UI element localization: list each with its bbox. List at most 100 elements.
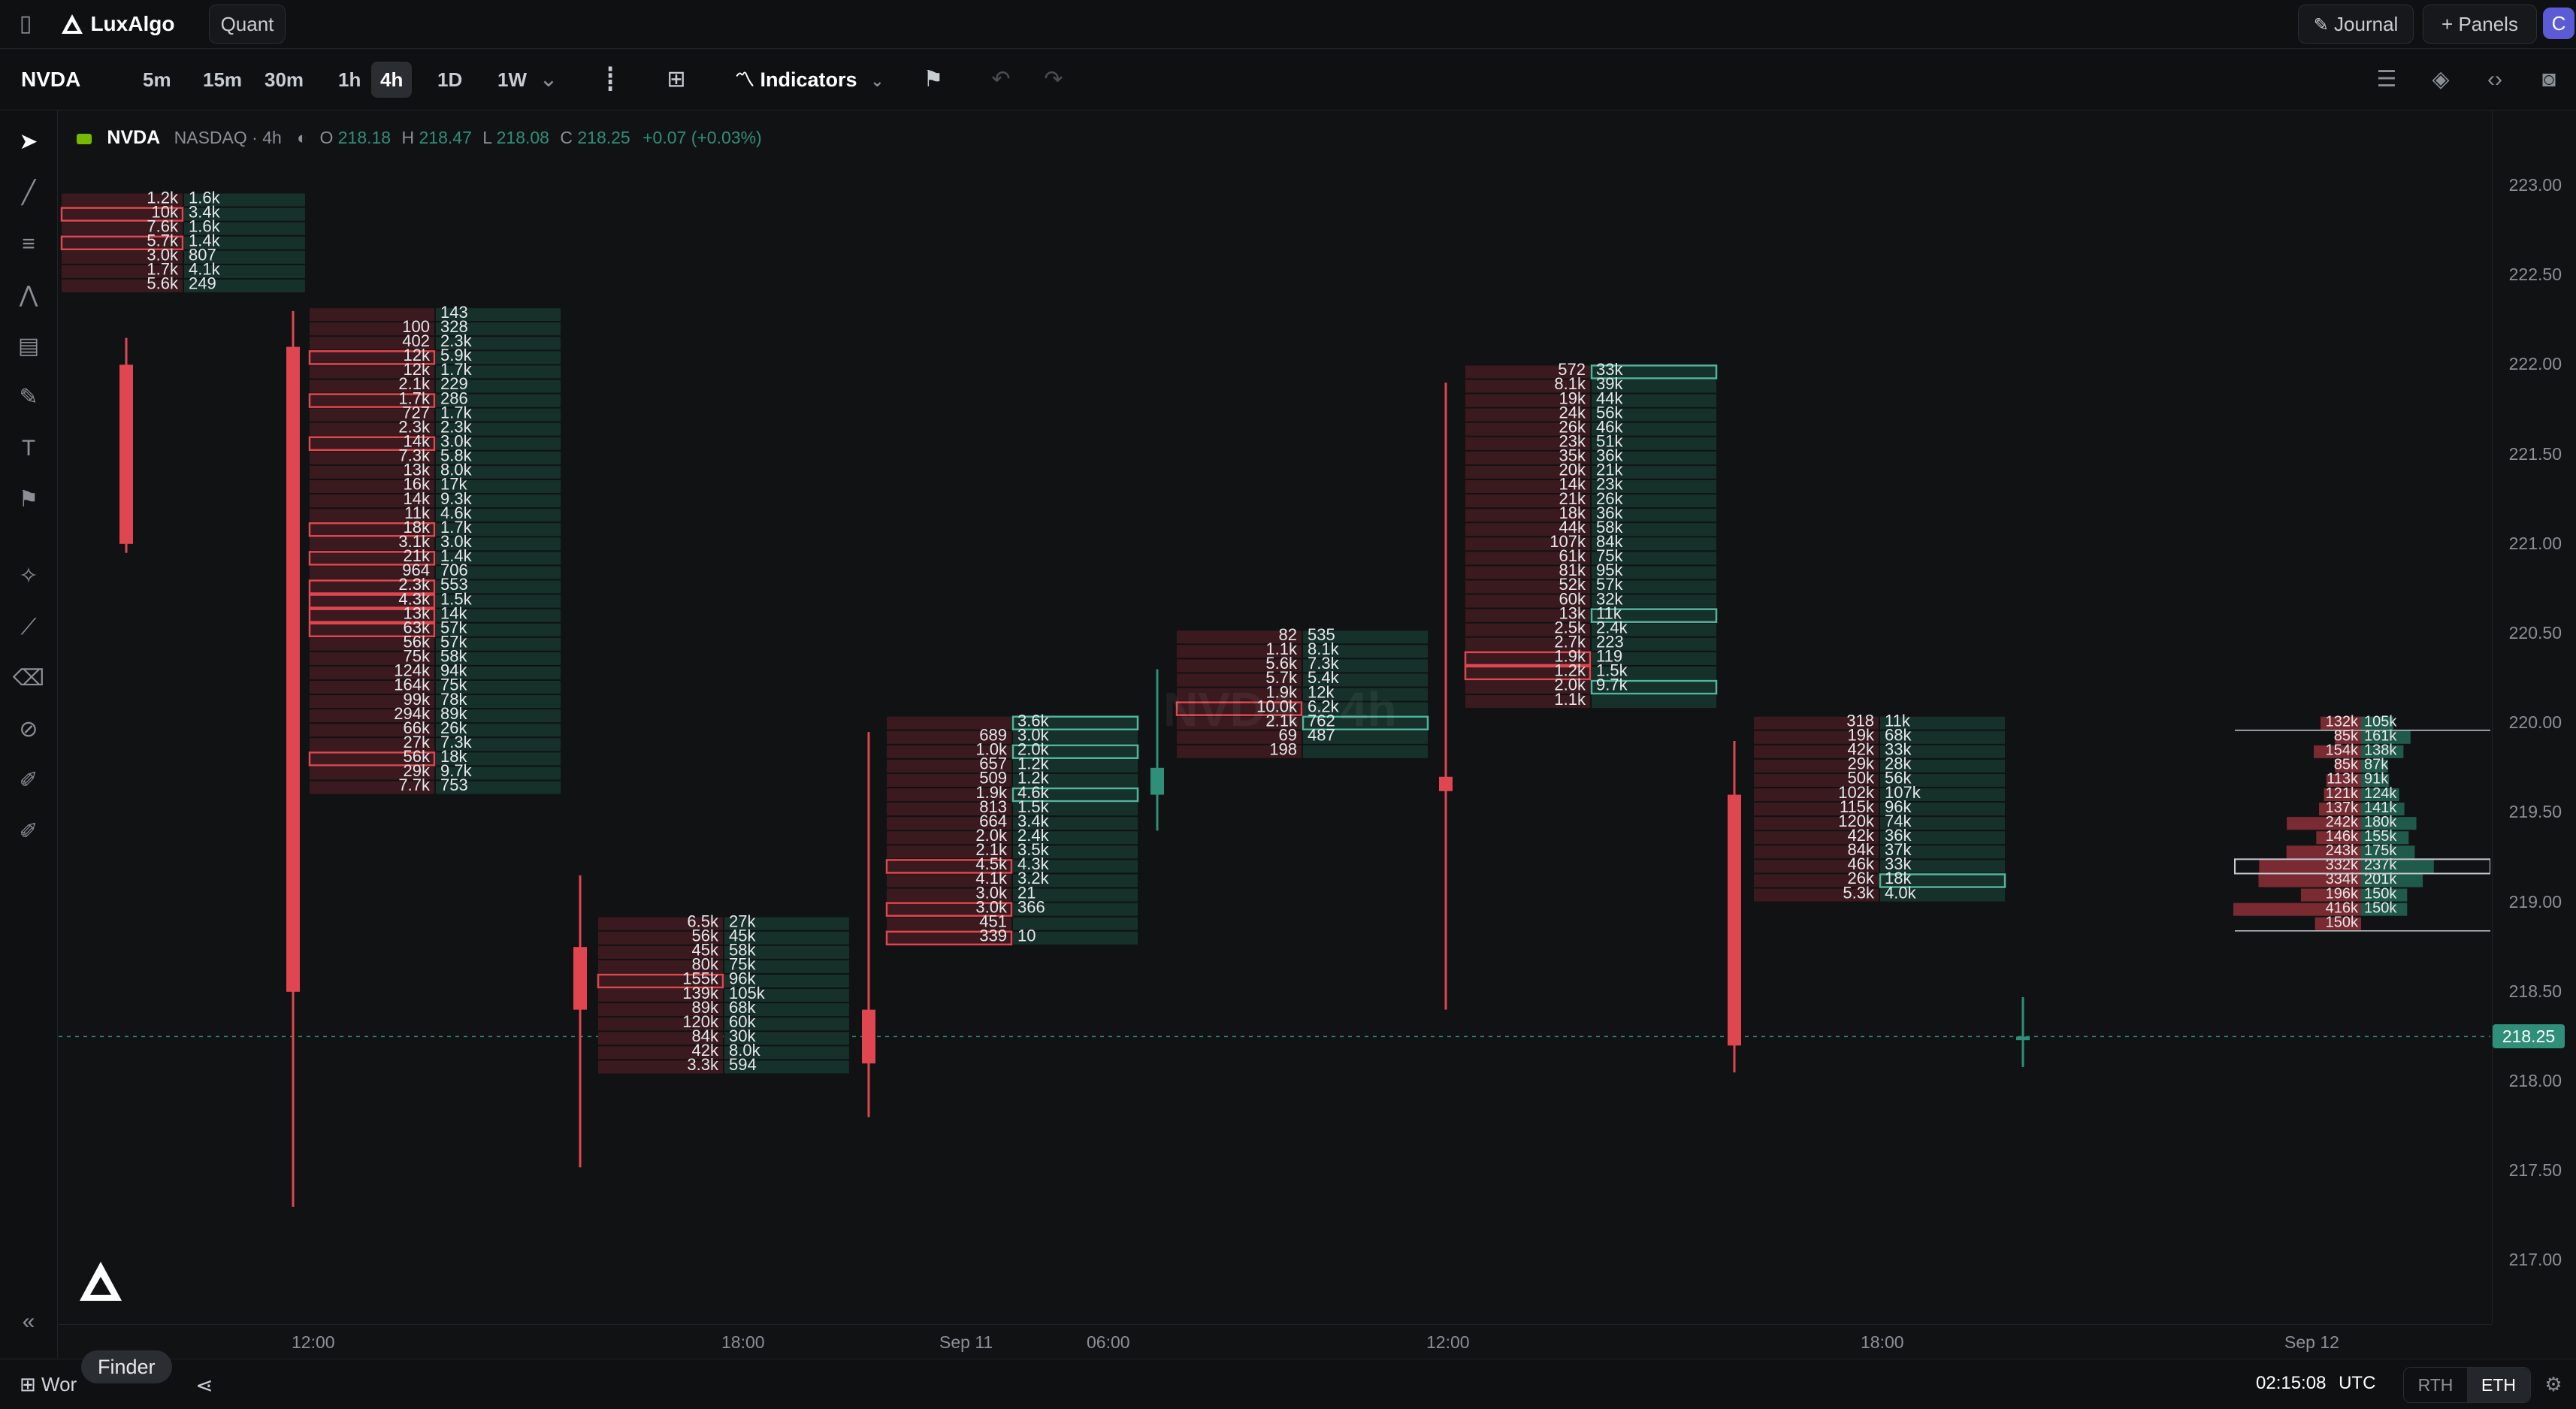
- redo-icon[interactable]: ↷: [1044, 67, 1063, 92]
- brush-icon[interactable]: ✎: [19, 385, 38, 410]
- ask-cell: [724, 1046, 849, 1060]
- journal-button[interactable]: ✎ Journal: [2298, 5, 2414, 44]
- indicators-button[interactable]: 〽 Indicators ⌄: [735, 50, 884, 110]
- bid-cell: [1754, 817, 1879, 830]
- eraser-icon[interactable]: ⌫: [12, 666, 45, 691]
- undo-icon[interactable]: ↶: [991, 67, 1011, 92]
- bid-cell: [1465, 379, 1590, 393]
- legend-symbol[interactable]: NVDA: [107, 127, 161, 148]
- horizontal-lines-icon[interactable]: ≡: [22, 231, 35, 256]
- price-axis[interactable]: 223.00 222.50 222.00 221.50 221.00 220.50 220.…: [2492, 110, 2576, 1324]
- timeframe-4h[interactable]: 4h: [371, 62, 413, 98]
- bid-cell: [308, 622, 436, 638]
- ask-cell: [436, 680, 561, 694]
- chevron-down-icon[interactable]: ⌄: [539, 67, 558, 92]
- clock[interactable]: 02:15:08 UTC: [2256, 1373, 2375, 1394]
- bid-cell: [885, 859, 1013, 874]
- ask-volume: 1.5k: [440, 589, 473, 608]
- bid-volume: 10k: [152, 202, 179, 221]
- footprint-chart[interactable]: 1.2k 1.6k 10k 3.4k 7.6k 1.6k 5.7k 1.4k 3.0k 807 1.…: [59, 110, 2490, 1324]
- vp-ask-bar: [2361, 860, 2434, 873]
- vp-bid-bar: [2321, 716, 2361, 730]
- flag-icon[interactable]: ⚑: [18, 487, 39, 512]
- object-tree-icon[interactable]: ☰: [2376, 67, 2397, 92]
- lock-drawings-icon[interactable]: ⊘: [19, 717, 38, 742]
- bid-volume: 1.1k: [1554, 690, 1586, 709]
- timeframe-5m[interactable]: 5m: [143, 68, 171, 91]
- rth-button[interactable]: RTH: [2417, 1375, 2454, 1395]
- collapse-icon[interactable]: «: [22, 1309, 35, 1334]
- bid-volume: 81k: [1559, 561, 1586, 579]
- layout-grid-icon[interactable]: ⊞: [667, 67, 686, 92]
- bid-volume: 75k: [404, 647, 431, 666]
- ask-cell: [1013, 931, 1138, 945]
- tab-quant[interactable]: Quant: [209, 5, 286, 44]
- vp-ask-bar: [2361, 845, 2415, 859]
- ask-volume: 249: [189, 274, 216, 293]
- bid-cell: [887, 788, 1011, 802]
- pattern-icon[interactable]: ⋀: [19, 283, 38, 307]
- ask-volume: 36k: [1596, 503, 1623, 522]
- remove-drawings-icon[interactable]: ✐: [19, 819, 38, 844]
- symbol-button[interactable]: NVDA: [21, 68, 81, 91]
- footprint-row: 50k 56k: [1754, 769, 2005, 788]
- timeframe-30m[interactable]: 30m: [265, 68, 304, 91]
- ask-volume: 2.3k: [440, 331, 473, 350]
- ask-cell: [436, 494, 561, 508]
- panels-button[interactable]: + Panels: [2423, 5, 2537, 44]
- ask-cell: [1880, 817, 2005, 830]
- bid-volume: 82: [1279, 625, 1297, 644]
- luxalgo-corner-logo: [77, 1259, 125, 1308]
- bid-cell: [310, 680, 434, 694]
- cursor-icon[interactable]: ➤: [19, 129, 38, 154]
- bid-cell: [598, 1060, 723, 1074]
- share-icon[interactable]: ⋖: [195, 1374, 213, 1397]
- price-label: 217.00: [2508, 1250, 2562, 1270]
- footprint-row: 3.1k 3.0k: [310, 532, 561, 551]
- ask-cell: [436, 609, 561, 622]
- ask-cell: [436, 509, 561, 522]
- bid-volume: 26k: [1559, 417, 1586, 436]
- bid-volume: 2.0k: [975, 826, 1008, 845]
- bid-cell: [598, 945, 723, 959]
- workspace-button[interactable]: ⊞ Wor: [20, 1373, 77, 1396]
- sidebar-toggle-icon[interactable]: ▯: [19, 11, 32, 36]
- text-icon[interactable]: T: [21, 436, 36, 461]
- layers-icon[interactable]: ◈: [2432, 67, 2450, 92]
- timeframe-15m[interactable]: 15m: [203, 68, 243, 91]
- ask-volume: 78k: [440, 690, 467, 709]
- trend-line-icon[interactable]: ╱: [21, 180, 36, 205]
- luxalgo-logo: LuxAlgo: [60, 12, 174, 36]
- poc-box: [2234, 858, 2490, 875]
- ruler-icon[interactable]: ⟋: [20, 615, 37, 639]
- ask-cell: [436, 537, 561, 551]
- settings-gear-icon[interactable]: ⚙: [2544, 1373, 2562, 1395]
- legend-open: 218.18: [337, 128, 392, 147]
- rectangle-icon[interactable]: ▤: [17, 334, 40, 358]
- time-axis[interactable]: 12:00 18:00 Sep 11 06:00 12:00 18:00 Sep 12: [59, 1324, 2492, 1359]
- timeframe-1h[interactable]: 1h: [338, 68, 361, 91]
- camera-icon[interactable]: ◙: [2541, 67, 2556, 92]
- code-icon[interactable]: ‹›: [2487, 67, 2502, 92]
- bid-volume: 21k: [1559, 489, 1586, 508]
- bid-cell: [310, 422, 434, 436]
- eth-button[interactable]: ETH: [2467, 1368, 2530, 1402]
- bid-volume: 1.2k: [1554, 661, 1586, 680]
- vp-bid-bar: [2316, 831, 2361, 845]
- bid-cell: [1754, 730, 1879, 744]
- bookmark-icon[interactable]: ⚑: [923, 67, 944, 92]
- bid-volume: 21k: [404, 546, 431, 565]
- bid-cell: [1465, 537, 1590, 551]
- volume-profile-row: 113k 91k: [2326, 771, 2389, 788]
- hide-drawings-icon[interactable]: ✐: [19, 768, 38, 793]
- magnet-icon[interactable]: ✧: [19, 564, 38, 588]
- ask-cell: [1013, 874, 1138, 887]
- ask-volume: 1.2k: [1017, 769, 1050, 788]
- footprint-row: 61k 75k: [1465, 546, 1716, 565]
- timeframe-1W[interactable]: 1W: [497, 68, 527, 91]
- chart-type-icon[interactable]: ┋: [603, 67, 618, 92]
- avatar[interactable]: C: [2543, 8, 2574, 39]
- bid-volume: 26k: [1848, 869, 1875, 887]
- footprint-row: 143: [310, 303, 561, 322]
- timeframe-1D[interactable]: 1D: [437, 68, 463, 91]
